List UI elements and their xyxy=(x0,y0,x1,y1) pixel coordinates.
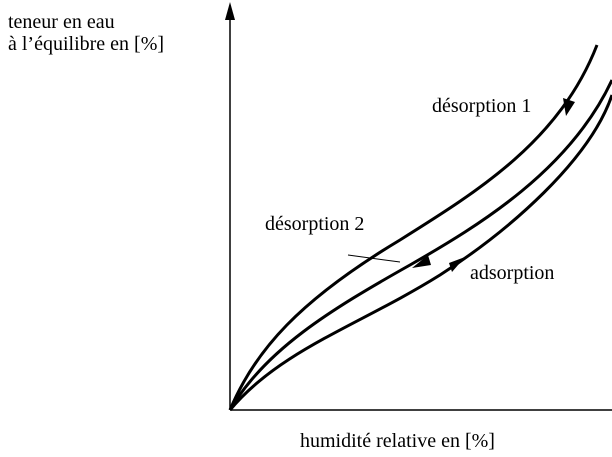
curve-label: désorption 2 xyxy=(265,213,364,235)
desorption-2-arrow xyxy=(412,255,431,268)
y-axis-label: teneur en eau xyxy=(8,11,115,33)
y-axis-label: à l’équilibre en [%] xyxy=(8,33,164,55)
desorption-2-curve xyxy=(228,79,612,411)
adsorption-arrow xyxy=(449,257,465,272)
desorption-1-curve xyxy=(228,44,599,411)
curve-label: adsorption xyxy=(470,262,554,284)
y-axis-arrow xyxy=(225,2,235,20)
leader-line xyxy=(347,254,401,263)
curve-label: désorption 1 xyxy=(432,95,531,117)
desorption-1-arrow xyxy=(563,98,575,116)
x-axis-label: humidité relative en [%] xyxy=(300,430,495,452)
adsorption-curve xyxy=(228,94,612,411)
